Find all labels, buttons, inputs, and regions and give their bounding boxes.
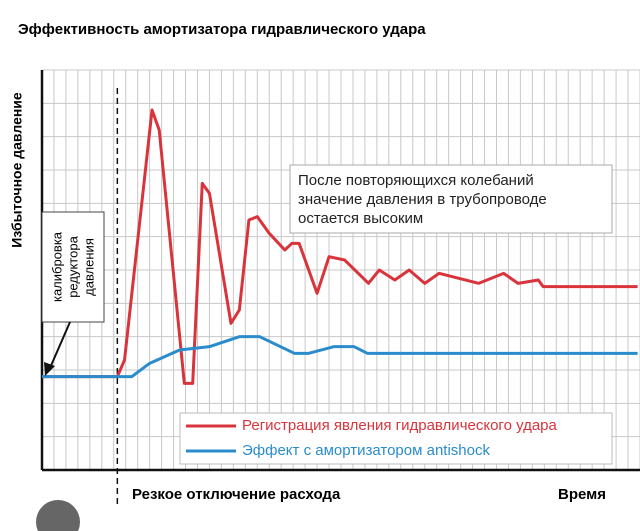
calibration-arrow [49, 321, 71, 369]
series-line [42, 108, 638, 385]
plot [40, 69, 640, 472]
x-axis-label: Время [558, 486, 606, 503]
legend-box [179, 412, 613, 465]
calibration-text: калибровка [49, 231, 64, 302]
note-box [289, 164, 613, 234]
calibration-text: давления [81, 238, 96, 296]
calibration-text: редуктора [65, 235, 80, 297]
calibration-arrowhead [44, 362, 55, 376]
y-axis-label: Избыточное давление [9, 92, 25, 248]
note-text: После повторяющихся колебаний [298, 172, 534, 189]
legend-label: Эффект с амортизатором antishock [242, 442, 490, 459]
series-line [42, 335, 638, 379]
legend-label: Регистрация явления гидравлического удар… [242, 417, 558, 434]
note-text: значение давления в трубопроводе [298, 191, 547, 208]
calibration-box [41, 211, 105, 323]
lens-icon[interactable] [36, 500, 80, 531]
event-label: Резкое отключение расхода [132, 486, 341, 503]
note-text: остается высоким [298, 210, 423, 227]
chart-title: Эффективность амортизатора гидравлическо… [18, 21, 426, 38]
